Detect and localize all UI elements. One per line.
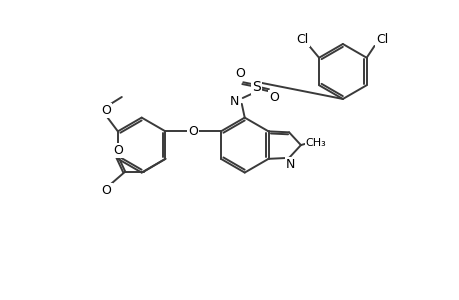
Text: S: S xyxy=(252,80,260,94)
Text: O: O xyxy=(188,125,198,138)
Text: Cl: Cl xyxy=(375,33,388,46)
Text: O: O xyxy=(269,92,279,104)
Text: O: O xyxy=(101,184,111,197)
Text: O: O xyxy=(101,104,111,117)
Text: O: O xyxy=(112,144,123,157)
Text: N: N xyxy=(285,158,295,171)
Text: Cl: Cl xyxy=(296,33,308,46)
Text: O: O xyxy=(235,67,244,80)
Text: CH₃: CH₃ xyxy=(305,138,326,148)
Text: N: N xyxy=(230,95,239,108)
